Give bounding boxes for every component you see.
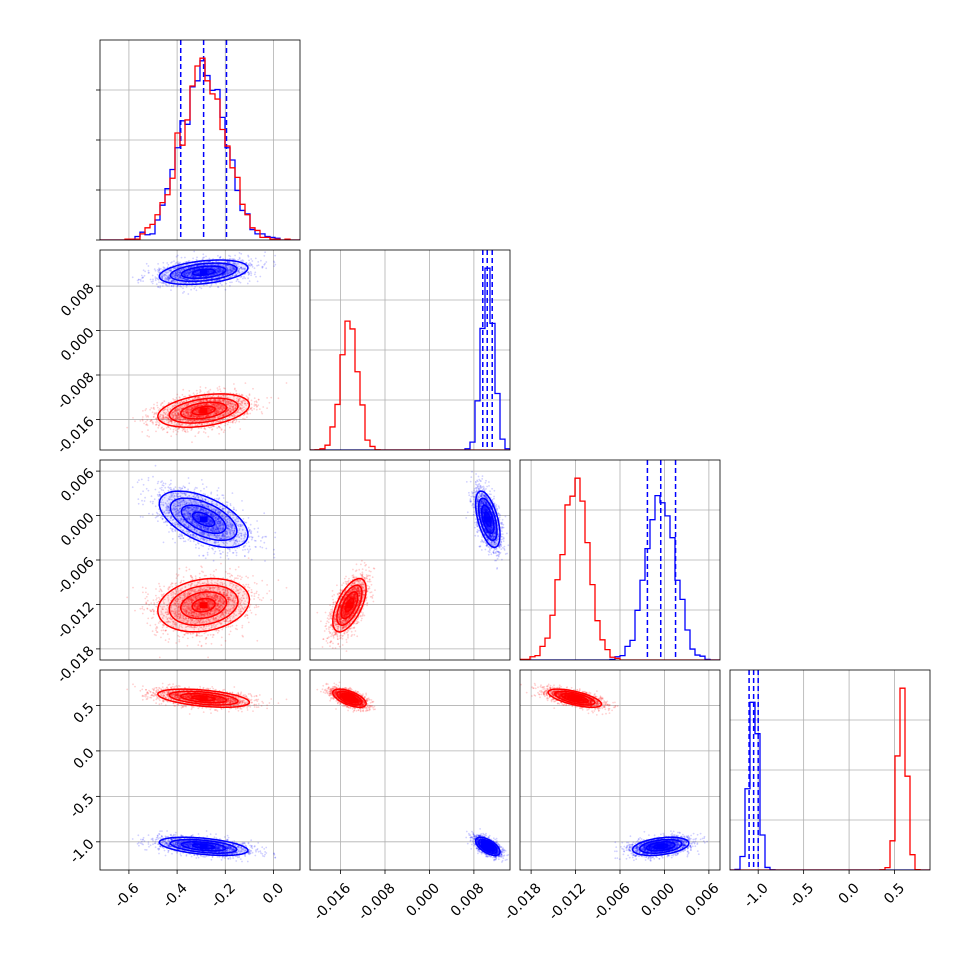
y-tick-label: -0.016 (54, 414, 97, 457)
histogram-series-1 (310, 267, 510, 450)
corner-plot-root: -0.016-0.0080.0000.008-0.018-0.012-0.006… (54, 39, 931, 924)
x-axis-2: -0.018 -0.012 -0.006 0.000 0.006 (501, 870, 723, 924)
x-tick-label: -0.5 (787, 880, 818, 911)
x-tick-label: -0.008 (355, 880, 398, 923)
scatter-series-1 (131, 464, 277, 562)
density-peak (199, 843, 208, 850)
density-peak (199, 269, 208, 276)
histogram-series-0 (730, 687, 930, 870)
scatter-data (316, 681, 510, 863)
scatter-data (126, 464, 288, 659)
scatter-data (126, 682, 288, 863)
y-tick-label: -0.006 (54, 554, 97, 597)
x-axis-3: -1.0 -0.5 0.0 0.5 (741, 870, 908, 911)
scatter-panel-1-0 (99, 249, 301, 451)
panel-frame (519, 459, 721, 661)
scatter-panel-3-1 (309, 669, 511, 871)
panel-frame (729, 669, 931, 871)
x-tick-label: -0.2 (208, 880, 239, 911)
x-axis-1: -0.016 -0.008 0.000 0.008 (311, 870, 488, 924)
panel-frame (309, 459, 511, 661)
scatter-data (126, 250, 288, 444)
panel-frame (99, 669, 301, 871)
x-tick-label: 0.0 (260, 880, 287, 907)
histogram-series-1 (520, 495, 720, 660)
x-tick-label: 0.5 (881, 880, 908, 907)
y-tick-label: 0.008 (58, 280, 98, 320)
y-tick-label: 0.5 (71, 700, 98, 727)
density-peak (199, 695, 208, 702)
x-tick-label: 0.000 (403, 880, 443, 920)
x-tick-label: -0.006 (590, 880, 633, 923)
x-tick-label: -1.0 (741, 880, 772, 911)
x-axis-0: -0.6 -0.4 -0.2 0.0 (112, 870, 287, 911)
histogram-series-1 (730, 701, 930, 870)
y-tick-label: 0.006 (58, 465, 98, 505)
y-tick-label: 0.000 (58, 325, 98, 365)
density-peak (199, 407, 208, 414)
panel-frame (99, 249, 301, 451)
x-tick-label: -0.4 (160, 880, 191, 911)
y-tick-label: 0.0 (71, 745, 98, 772)
x-tick-label: -0.018 (501, 880, 544, 923)
scatter-data (316, 470, 510, 652)
scatter-panel-2-1 (309, 459, 511, 661)
scatter-data (520, 682, 708, 862)
density-peak (345, 695, 354, 702)
density-peak (483, 516, 492, 523)
density-peak (199, 602, 208, 609)
y-axis-3: -1.0 -0.5 0.0 0.5 (67, 700, 100, 867)
y-tick-label: -0.012 (54, 599, 97, 642)
x-tick-label: 0.0 (836, 880, 863, 907)
x-tick-label: -0.6 (112, 880, 143, 911)
y-tick-label: -0.018 (54, 643, 97, 686)
scatter-panel-2-0 (99, 459, 301, 661)
y-tick-label: 0.000 (58, 510, 98, 550)
hist-panel-1 (309, 249, 511, 451)
x-tick-label: 0.000 (638, 880, 678, 920)
scatter-panel-3-0 (99, 669, 301, 871)
density-peak (570, 695, 579, 702)
y-tick-label: -1.0 (67, 836, 98, 867)
hist-panel-0 (96, 39, 301, 241)
y-tick-label: -0.5 (67, 791, 98, 822)
y-tick-label: -0.008 (54, 369, 97, 412)
x-tick-label: 0.008 (448, 880, 488, 920)
panel-frame (309, 249, 511, 451)
density-peak (483, 843, 492, 850)
density-peak (656, 843, 665, 850)
panel-frame (309, 669, 511, 871)
histogram-series-0 (520, 477, 720, 660)
x-tick-label: 0.006 (683, 880, 723, 920)
histogram-series-1 (100, 60, 300, 240)
x-tick-label: -0.016 (311, 880, 354, 923)
histogram-series-0 (100, 57, 300, 240)
x-tick-label: -0.012 (546, 880, 589, 923)
scatter-panel-3-2 (519, 669, 721, 871)
hist-panel-2 (519, 459, 721, 661)
hist-panel-3 (729, 669, 931, 871)
density-peak (199, 516, 208, 523)
density-peak (345, 602, 354, 609)
